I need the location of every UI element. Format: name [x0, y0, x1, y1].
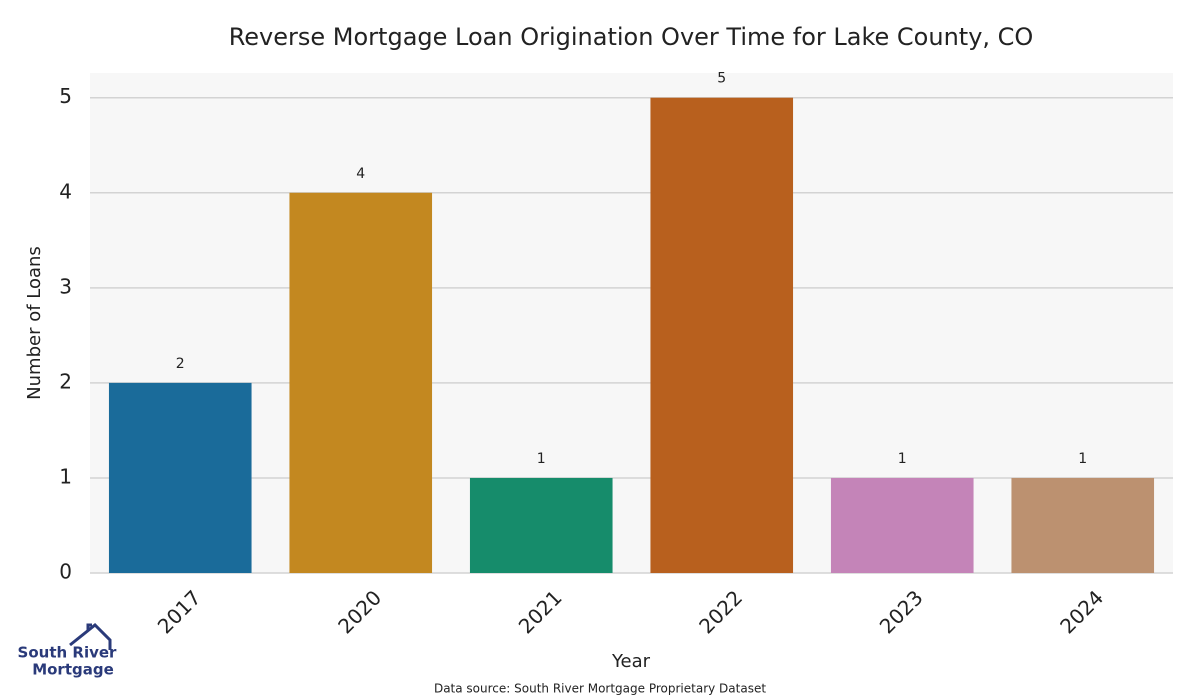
y-tick-label: 3	[59, 274, 72, 298]
y-tick-label: 1	[59, 464, 72, 488]
bar	[830, 477, 974, 573]
value-label: 1	[1078, 451, 1087, 467]
x-axis-label: Year	[611, 651, 651, 672]
value-label: 4	[356, 166, 365, 182]
bar	[469, 477, 613, 573]
bar	[289, 192, 433, 574]
y-axis-label: Number of Loans	[24, 246, 45, 400]
source-note: Data source: South River Mortgage Propri…	[434, 682, 766, 696]
x-tick-label: 2022	[694, 585, 747, 638]
y-tick-label: 2	[59, 369, 72, 393]
x-tick-label: 2017	[153, 585, 206, 638]
chart-title: Reverse Mortgage Loan Origination Over T…	[229, 23, 1034, 51]
bar	[650, 97, 794, 573]
x-tick-label: 2024	[1055, 585, 1108, 638]
x-tick-label: 2021	[514, 585, 567, 638]
bar	[108, 382, 252, 573]
value-label: 1	[537, 451, 546, 467]
y-tick-label: 4	[59, 179, 72, 203]
value-label: 5	[717, 71, 726, 87]
logo-text: South River	[18, 644, 118, 662]
x-tick-label: 2020	[333, 585, 386, 638]
logo-text: Mortgage	[32, 661, 114, 679]
value-label: 2	[176, 356, 185, 372]
value-label: 1	[898, 451, 907, 467]
logo: South River Mortgage	[18, 622, 118, 679]
logo-roof	[69, 622, 112, 650]
bar	[1011, 477, 1155, 573]
y-tick-label: 0	[59, 560, 72, 584]
x-tick-label: 2023	[875, 585, 928, 638]
y-tick-label: 5	[59, 84, 72, 108]
plot-background	[90, 73, 1173, 573]
